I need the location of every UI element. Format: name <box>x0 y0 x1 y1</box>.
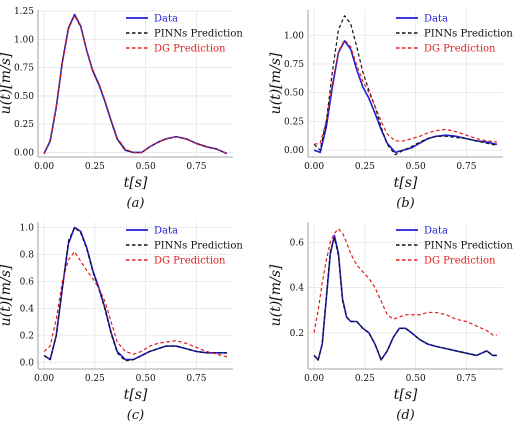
legend-entry: Data <box>154 14 178 25</box>
panel-c: 0.00 0.25 0.50 0.75 0.0 0.2 0.4 0.6 0.8 1.0 t[s] u(… <box>0 222 243 421</box>
x-tick-label: 0.50 <box>406 162 426 172</box>
legend-entry: PINNs Prediction <box>424 241 513 252</box>
y-tick-label: 0.00 <box>284 146 304 156</box>
series-line-dg-prediction <box>313 39 497 145</box>
y-axis-label: u(t)[m/s] <box>268 52 284 114</box>
panel-b: 0.00 0.25 0.50 0.75 0.00 0.25 0.50 0.75 1.00 t[s]… <box>268 10 513 211</box>
x-tick-label: 0.75 <box>186 162 206 172</box>
x-tick-label: 0.50 <box>136 374 156 384</box>
x-tick-label: 0.00 <box>304 162 324 172</box>
legend-entry: PINNs Prediction <box>424 29 513 40</box>
series-line-dg-prediction <box>43 251 228 358</box>
panel-label: (a) <box>127 196 145 211</box>
x-tick-label: 0.25 <box>85 162 105 172</box>
series-line-data <box>43 226 227 361</box>
series-line-pinns-prediction <box>43 226 227 362</box>
x-axis-label: t[s] <box>124 387 148 403</box>
panel-label: (c) <box>127 408 144 421</box>
legend-entry: DG Prediction <box>154 256 226 267</box>
series-line-pinns-prediction <box>313 237 497 361</box>
y-tick-label: 0.6 <box>290 238 305 248</box>
series-line-dg-prediction <box>313 228 497 336</box>
x-tick-label: 0.25 <box>85 374 105 384</box>
y-tick-label: 0.25 <box>14 120 34 130</box>
y-tick-label: 0.8 <box>20 250 35 260</box>
legend-entry: Data <box>424 226 448 237</box>
y-tick-label: 0.6 <box>20 277 35 287</box>
legend-entry: DG Prediction <box>154 44 226 55</box>
y-tick-label: 0.4 <box>20 304 35 314</box>
panel-label: (b) <box>396 196 414 211</box>
y-axis-label: u(t)[m/s] <box>0 52 14 114</box>
legend-entry: DG Prediction <box>424 44 496 55</box>
x-tick-label: 0.00 <box>34 162 54 172</box>
y-tick-label: 0.50 <box>284 89 304 99</box>
x-tick-label: 0.50 <box>136 162 156 172</box>
x-axis-label: t[s] <box>394 387 418 403</box>
legend-entry: PINNs Prediction <box>154 241 243 252</box>
x-tick-label: 0.75 <box>186 374 206 384</box>
y-tick-label: 0.50 <box>14 92 34 102</box>
series-line-data <box>313 234 497 361</box>
x-tick-label: 0.50 <box>406 374 426 384</box>
y-tick-label: 0.75 <box>284 60 304 70</box>
x-tick-label: 0.25 <box>355 162 375 172</box>
y-tick-label: 1.00 <box>14 35 34 45</box>
legend-entry: PINNs Prediction <box>154 29 243 40</box>
y-tick-label: 0.2 <box>290 329 304 339</box>
y-tick-label: 0.0 <box>20 358 35 368</box>
y-tick-label: 1.25 <box>14 7 34 17</box>
x-axis-label: t[s] <box>394 175 418 191</box>
legend-entry: Data <box>424 14 448 25</box>
y-tick-label: 0.00 <box>14 148 34 158</box>
x-tick-label: 0.25 <box>355 374 375 384</box>
legend-entry: Data <box>154 226 178 237</box>
y-axis-label: u(t)[m/s] <box>0 264 14 326</box>
y-tick-label: 0.4 <box>290 284 305 294</box>
series-line-dg-prediction <box>43 15 228 155</box>
panel-a: 0.00 0.25 0.50 0.75 0.00 0.25 0.50 0.75 1.00 1.25… <box>0 7 243 211</box>
x-tick-label: 0.75 <box>456 162 476 172</box>
x-tick-label: 0.00 <box>304 374 324 384</box>
panel-label: (d) <box>396 408 414 421</box>
y-axis-label: u(t)[m/s] <box>268 264 284 326</box>
y-tick-label: 0.2 <box>20 331 34 341</box>
y-tick-label: 0.25 <box>284 117 304 127</box>
y-tick-label: 0.75 <box>14 64 34 74</box>
x-tick-label: 0.75 <box>456 374 476 384</box>
x-tick-label: 0.00 <box>34 374 54 384</box>
y-tick-label: 1.00 <box>284 31 304 41</box>
x-axis-label: t[s] <box>124 175 148 191</box>
series-line-data <box>313 40 498 154</box>
panel-d: 0.00 0.25 0.50 0.75 0.2 0.4 0.6 t[s] u(t)[m/s] (d… <box>268 222 513 421</box>
y-tick-label: 1.0 <box>20 223 35 233</box>
legend-entry: DG Prediction <box>424 256 496 267</box>
